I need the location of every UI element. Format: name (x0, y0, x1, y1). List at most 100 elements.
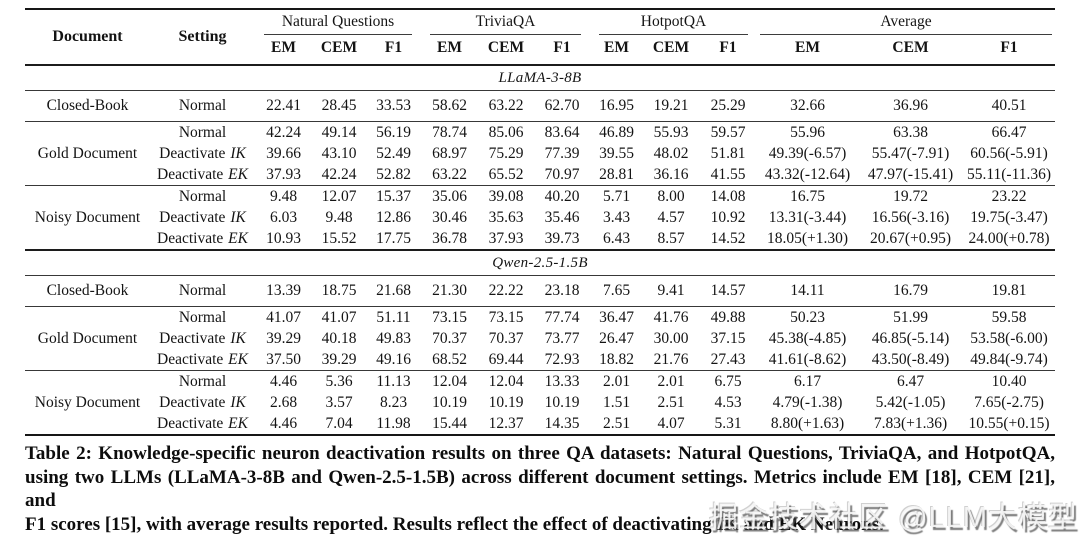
metric-value: 6.43 (602, 229, 631, 247)
metric-value: 73.15 (478, 306, 534, 328)
metric-value: 4.46 (269, 414, 298, 432)
metric-value: 41.61(-8.62) (768, 350, 847, 368)
col-group-triviaqa: TriviaQA (421, 9, 590, 35)
metric-value: 9.48 (325, 208, 353, 226)
metric-value: 41.55 (710, 165, 746, 183)
metric-value: 46.85(-5.14) (871, 329, 950, 347)
metric-value: 48.02 (653, 144, 689, 162)
metric-value: 35.63 (488, 208, 524, 226)
metric-value: 40.51 (963, 90, 1056, 122)
metric-value: 27.43 (710, 350, 746, 368)
metric-value: 13.33 (534, 370, 590, 392)
table-row: Deactivate EK 4.46 7.04 11.98 15.44 12.37 14.3… (25, 413, 1055, 435)
table-row: Deactivate IK 39.66 43.10 52.49 68.97 75.29 77… (25, 143, 1055, 164)
metric-value: 69.44 (488, 350, 524, 368)
metric-value: 10.19 (544, 393, 580, 411)
setting-cell: Deactivate IK (159, 144, 246, 162)
subcol-em: EM (604, 39, 629, 56)
metric-value: 51.11 (366, 306, 421, 328)
metric-value: 11.13 (366, 370, 421, 392)
metric-value: 41.07 (255, 306, 312, 328)
metric-value: 49.14 (312, 121, 366, 143)
metric-value: 6.47 (858, 370, 964, 392)
setting-cell: Normal (150, 275, 255, 307)
subcol-f1: F1 (384, 39, 403, 56)
metric-value: 63.38 (858, 121, 964, 143)
subcol-f1: F1 (719, 39, 737, 56)
metric-value: 14.35 (544, 414, 580, 432)
metric-value: 10.92 (710, 208, 746, 226)
subcol-f1: F1 (553, 39, 571, 56)
metric-value: 6.17 (757, 370, 859, 392)
metric-value: 12.37 (488, 414, 524, 432)
metric-value: 39.73 (544, 229, 580, 247)
metric-value: 12.04 (478, 370, 534, 392)
table-row: Noisy Document Normal 9.48 12.07 15.37 35.06 3… (25, 185, 1056, 250)
metric-value: 2.51 (602, 414, 631, 432)
setting-cell: Deactivate IK (159, 208, 246, 226)
document-cell: Noisy Document (25, 185, 150, 250)
metric-value: 36.78 (432, 229, 467, 247)
metric-value: 85.06 (478, 121, 534, 143)
metric-value: 21.68 (366, 275, 421, 307)
subcol-cem: CEM (892, 39, 929, 56)
col-group-average: Average (757, 9, 1055, 35)
metric-value: 83.64 (534, 121, 590, 143)
metric-value: 70.97 (544, 165, 580, 183)
metric-value: 55.11(-11.36) (966, 165, 1052, 183)
metric-value: 41.76 (643, 306, 699, 328)
subcol-cem: CEM (652, 39, 690, 56)
metric-value: 24.00(+0.78) (968, 229, 1050, 247)
metric-value: 32.66 (757, 90, 859, 122)
setting-cell: Normal (150, 121, 255, 143)
metric-value: 10.40 (963, 370, 1056, 392)
table-row: Gold Document Normal 42.24 49.14 56.19 78.74 8… (25, 121, 1056, 186)
subcol-cem: CEM (487, 39, 525, 56)
metric-value: 51.99 (858, 306, 964, 328)
metric-value: 39.55 (599, 144, 634, 162)
metric-value: 40.18 (321, 329, 357, 347)
metric-value: 35.06 (421, 185, 478, 207)
document-cell: Gold Document (25, 306, 150, 371)
metric-value: 22.22 (478, 275, 534, 307)
col-header-document: Document (52, 28, 123, 45)
metric-value: 14.52 (710, 229, 746, 247)
metric-value: 37.15 (710, 329, 746, 347)
metric-value: 10.55(+0.15) (968, 414, 1050, 432)
document-cell: Gold Document (25, 121, 150, 186)
metric-value: 63.22 (478, 90, 534, 122)
metric-value: 28.81 (599, 165, 634, 183)
metric-value: 39.66 (266, 144, 301, 162)
metric-value: 30.00 (653, 329, 689, 347)
metric-value: 3.57 (325, 393, 353, 411)
model-band: Qwen-2.5-1.5B (25, 249, 1056, 276)
metric-value: 15.37 (366, 185, 421, 207)
subcol-em: EM (437, 39, 462, 56)
metric-value: 59.57 (699, 121, 758, 143)
metric-value: 2.01 (643, 370, 699, 392)
caption-line: F1 scores [15], with average results rep… (25, 513, 884, 535)
metric-value: 19.75(-3.47) (970, 208, 1048, 226)
metric-value: 58.62 (421, 90, 478, 122)
metric-value: 26.47 (599, 329, 634, 347)
metric-value: 17.75 (376, 229, 411, 247)
metric-value: 39.08 (478, 185, 534, 207)
metric-value: 72.93 (544, 350, 580, 368)
metric-value: 77.39 (544, 144, 580, 162)
metric-value: 33.53 (366, 90, 421, 122)
metric-value: 45.38(-4.85) (768, 329, 847, 347)
setting-cell: Deactivate EK (157, 350, 248, 368)
metric-value: 19.81 (963, 275, 1056, 307)
metric-value: 70.37 (432, 329, 467, 347)
group-label: TriviaQA (430, 11, 581, 35)
metric-value: 8.23 (379, 393, 408, 411)
metric-value: 4.79(-1.38) (772, 393, 843, 411)
metric-value: 40.20 (534, 185, 590, 207)
caption-line: Table 2: Knowledge-specific neuron deact… (25, 443, 1055, 464)
metric-value: 55.47(-7.91) (871, 144, 950, 162)
setting-cell: Normal (150, 370, 255, 392)
metric-value: 16.95 (590, 90, 643, 122)
metric-value: 66.47 (963, 121, 1056, 143)
group-label: Average (760, 11, 1053, 35)
document-cell: Closed-Book (25, 275, 150, 307)
